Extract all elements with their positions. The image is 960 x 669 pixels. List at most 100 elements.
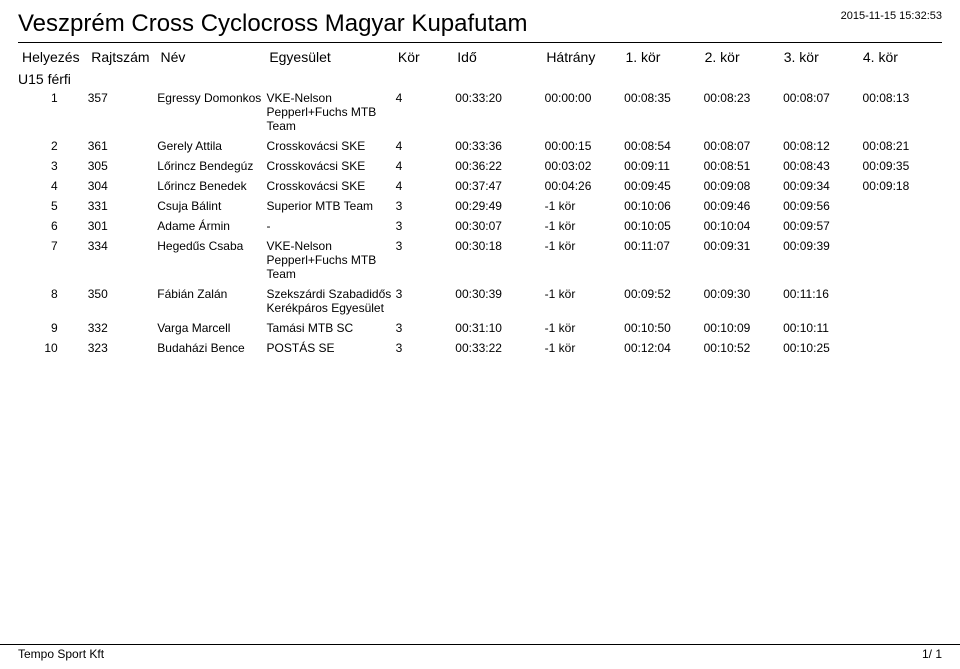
table-row: 4304Lőrincz BenedekCrosskovácsi SKE400:3… <box>18 179 942 193</box>
cell-hatrany: -1 kör <box>545 341 624 355</box>
cell-kor: 3 <box>396 321 456 335</box>
table-body: 1357Egressy DomonkosVKE-Nelson Pepperl+F… <box>18 91 942 355</box>
cell-kor: 3 <box>396 341 456 355</box>
cell-kor: 4 <box>396 91 456 105</box>
cell-helyezes: 8 <box>18 287 88 301</box>
col-helyezes: Helyezés <box>18 49 91 65</box>
cell-hatrany: -1 kör <box>545 239 624 253</box>
cell-nev: Hegedűs Csaba <box>157 239 266 253</box>
cell-egyesulet: Tamási MTB SC <box>267 321 396 335</box>
cell-k1: 00:08:54 <box>624 139 703 153</box>
cell-helyezes: 3 <box>18 159 88 173</box>
cell-nev: Budaházi Bence <box>157 341 266 355</box>
cell-helyezes: 9 <box>18 321 88 335</box>
cell-nev: Egressy Domonkos <box>157 91 266 105</box>
cell-egyesulet: Superior MTB Team <box>267 199 396 213</box>
cell-helyezes: 7 <box>18 239 88 253</box>
cell-helyezes: 6 <box>18 219 88 233</box>
cell-k3: 00:09:34 <box>783 179 862 193</box>
cell-k2: 00:09:30 <box>704 287 783 301</box>
table-row: 5331Csuja BálintSuperior MTB Team300:29:… <box>18 199 942 213</box>
table-row: 2361Gerely AttilaCrosskovácsi SKE400:33:… <box>18 139 942 153</box>
footer-left: Tempo Sport Kft <box>18 645 104 661</box>
table-row: 10323Budaházi BencePOSTÁS SE300:33:22-1 … <box>18 341 942 355</box>
cell-k3: 00:09:39 <box>783 239 862 253</box>
cell-k4: 00:09:18 <box>863 179 942 193</box>
cell-k2: 00:08:23 <box>704 91 783 105</box>
cell-k4: 00:09:35 <box>863 159 942 173</box>
cell-kor: 4 <box>396 139 456 153</box>
table-row: 9332Varga MarcellTamási MTB SC300:31:10-… <box>18 321 942 335</box>
cell-rajtszam: 332 <box>88 321 158 335</box>
cell-helyezes: 10 <box>18 341 88 355</box>
cell-ido: 00:30:39 <box>455 287 544 301</box>
table-row: 3305Lőrincz BendegúzCrosskovácsi SKE400:… <box>18 159 942 173</box>
cell-rajtszam: 323 <box>88 341 158 355</box>
col-ido: Idő <box>457 49 546 65</box>
page: 2015-11-15 15:32:53 Veszprém Cross Cyclo… <box>0 0 960 669</box>
col-k1: 1. kör <box>625 49 704 65</box>
col-hatrany: Hátrány <box>546 49 625 65</box>
cell-k1: 00:12:04 <box>624 341 703 355</box>
table-header: Helyezés Rajtszám Név Egyesület Kör Idő … <box>18 49 942 65</box>
cell-k1: 00:09:11 <box>624 159 703 173</box>
cell-helyezes: 5 <box>18 199 88 213</box>
cell-hatrany: -1 kör <box>545 287 624 301</box>
cell-helyezes: 2 <box>18 139 88 153</box>
cell-kor: 4 <box>396 159 456 173</box>
page-title: Veszprém Cross Cyclocross Magyar Kupafut… <box>18 10 942 38</box>
cell-k3: 00:08:12 <box>783 139 862 153</box>
cell-k2: 00:10:09 <box>704 321 783 335</box>
category-row: U15 férfi <box>18 71 942 87</box>
cell-egyesulet: - <box>267 219 396 233</box>
cell-hatrany: -1 kör <box>545 321 624 335</box>
cell-nev: Adame Ármin <box>157 219 266 233</box>
cell-ido: 00:30:07 <box>455 219 544 233</box>
col-kor: Kör <box>398 49 457 65</box>
cell-ido: 00:37:47 <box>455 179 544 193</box>
cell-ido: 00:33:36 <box>455 139 544 153</box>
cell-ido: 00:33:20 <box>455 91 544 105</box>
cell-rajtszam: 331 <box>88 199 158 213</box>
cell-k4: 00:08:21 <box>863 139 942 153</box>
col-k3: 3. kör <box>784 49 863 65</box>
cell-rajtszam: 357 <box>88 91 158 105</box>
cell-kor: 3 <box>396 287 456 301</box>
cell-k4: 00:08:13 <box>863 91 942 105</box>
col-egyesulet: Egyesület <box>269 49 398 65</box>
cell-k1: 00:09:45 <box>624 179 703 193</box>
table-row: 8350Fábián ZalánSzekszárdi Szabadidős Ke… <box>18 287 942 315</box>
table-row: 1357Egressy DomonkosVKE-Nelson Pepperl+F… <box>18 91 942 133</box>
cell-egyesulet: Szekszárdi Szabadidős Kerékpáros Egyesül… <box>267 287 396 315</box>
cell-k2: 00:08:51 <box>704 159 783 173</box>
cell-k2: 00:08:07 <box>704 139 783 153</box>
cell-k3: 00:10:25 <box>783 341 862 355</box>
cell-egyesulet: Crosskovácsi SKE <box>267 139 396 153</box>
cell-hatrany: 00:00:15 <box>545 139 624 153</box>
cell-kor: 3 <box>396 219 456 233</box>
cell-rajtszam: 301 <box>88 219 158 233</box>
cell-k1: 00:11:07 <box>624 239 703 253</box>
col-nev: Név <box>161 49 270 65</box>
category-label: U15 férfi <box>18 71 71 87</box>
col-k2: 2. kör <box>705 49 784 65</box>
cell-rajtszam: 305 <box>88 159 158 173</box>
cell-ido: 00:30:18 <box>455 239 544 253</box>
cell-rajtszam: 334 <box>88 239 158 253</box>
cell-egyesulet: POSTÁS SE <box>267 341 396 355</box>
cell-ido: 00:31:10 <box>455 321 544 335</box>
cell-nev: Gerely Attila <box>157 139 266 153</box>
cell-k2: 00:09:46 <box>704 199 783 213</box>
timestamp: 2015-11-15 15:32:53 <box>841 10 942 22</box>
cell-kor: 3 <box>396 239 456 253</box>
cell-k1: 00:08:35 <box>624 91 703 105</box>
cell-hatrany: -1 kör <box>545 199 624 213</box>
cell-k1: 00:10:50 <box>624 321 703 335</box>
cell-helyezes: 4 <box>18 179 88 193</box>
cell-hatrany: 00:03:02 <box>545 159 624 173</box>
col-k4: 4. kör <box>863 49 942 65</box>
cell-k3: 00:10:11 <box>783 321 862 335</box>
cell-rajtszam: 304 <box>88 179 158 193</box>
cell-ido: 00:36:22 <box>455 159 544 173</box>
cell-nev: Lőrincz Benedek <box>157 179 266 193</box>
